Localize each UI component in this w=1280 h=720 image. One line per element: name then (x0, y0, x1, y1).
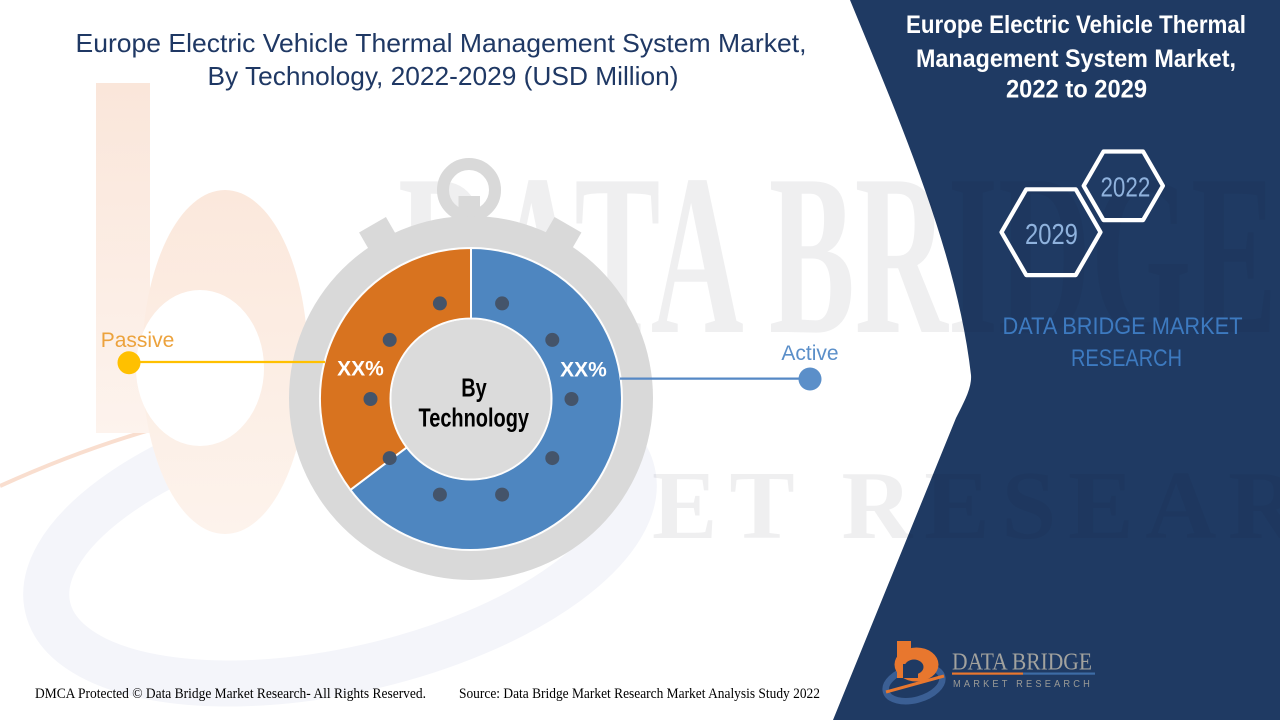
svg-text:XX%: XX% (560, 359, 607, 382)
svg-text:2022: 2022 (1100, 172, 1150, 203)
svg-text:DATA BRIDGE MARKET: DATA BRIDGE MARKET (1003, 313, 1243, 340)
svg-text:Active: Active (781, 342, 838, 365)
svg-text:DMCA Protected © Data Bridge M: DMCA Protected © Data Bridge Market Rese… (35, 686, 426, 702)
svg-text:ET RESEARCH: ET RESEARCH (652, 452, 1280, 560)
svg-text:2022 to 2029: 2022 to 2029 (1006, 76, 1147, 104)
svg-text:Europe Electric Vehicle Therma: Europe Electric Vehicle Thermal (906, 11, 1246, 39)
svg-text:Europe Electric Vehicle Therma: Europe Electric Vehicle Thermal Manageme… (76, 28, 807, 58)
svg-text:By Technology, 2022-2029 (USD: By Technology, 2022-2029 (USD Million) (208, 61, 679, 91)
svg-text:Source: Data Bridge Market Res: Source: Data Bridge Market Research Mark… (459, 686, 820, 702)
svg-text:XX%: XX% (337, 358, 384, 381)
svg-text:Technology: Technology (419, 403, 530, 432)
svg-text:Passive: Passive (101, 329, 175, 352)
svg-text:RESEARCH: RESEARCH (1071, 345, 1182, 372)
svg-text:MARKET RESEARCH: MARKET RESEARCH (953, 679, 1093, 690)
svg-text:2029: 2029 (1025, 218, 1078, 251)
svg-text:DATA BRIDGE: DATA BRIDGE (952, 650, 1092, 676)
svg-text:By: By (461, 373, 487, 402)
svg-text:Management System Market,: Management System Market, (916, 45, 1236, 73)
